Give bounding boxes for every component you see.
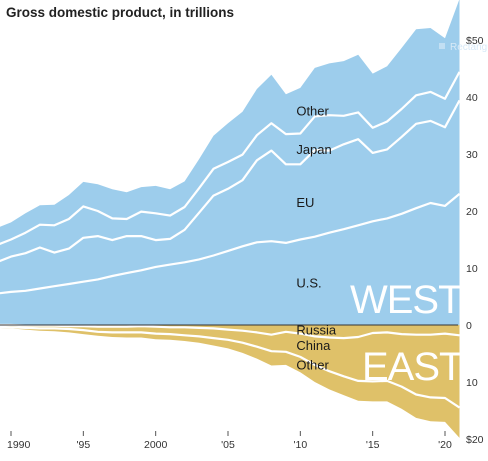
y-tick-label: 30 [466, 149, 478, 161]
x-tick-label: '20 [438, 439, 452, 451]
west-boundary-japan [0, 71, 461, 246]
y-tick-label: 10 [466, 377, 478, 389]
east-boundary-russia [0, 323, 460, 340]
west-boundary-eu [0, 99, 461, 263]
chart-title: Gross domestic product, in trillions [6, 5, 234, 20]
axes: 1990 '95 2000 '05 '10 '15 '20 $50 40 30 20 10 0 10 $20 [0, 35, 484, 451]
series-label: EU [296, 195, 314, 210]
series-label: Other [296, 358, 329, 373]
y-tick-label: $20 [466, 434, 484, 446]
y-tick-label: 20 [466, 206, 478, 218]
x-tick-label: '95 [76, 439, 90, 451]
y-tick-label: 40 [466, 92, 478, 104]
legend: Rectangu [439, 42, 488, 53]
east-boundary-china [0, 325, 461, 409]
y-tick-label: 0 [466, 320, 472, 332]
x-tick-label: '05 [221, 439, 235, 451]
series-label: Russia [296, 322, 337, 337]
east-area [0, 325, 460, 438]
series-label: U.S. [296, 275, 321, 290]
west-boundary-us [0, 193, 461, 295]
west-group-label: WEST [350, 278, 462, 322]
x-tick-label: '10 [293, 439, 307, 451]
y-tick-label: 10 [466, 263, 478, 275]
x-tick-label: 2000 [144, 439, 168, 451]
x-tick-label: 1990 [7, 439, 31, 451]
boundary-lines [0, 71, 461, 409]
west-area [0, 0, 460, 325]
legend-swatch [439, 43, 445, 49]
legend-text: Rectangu [450, 42, 488, 53]
y-tick-label: $50 [466, 35, 484, 47]
series-label: Other [296, 104, 329, 119]
east-group-label: EAST [362, 345, 463, 389]
series-label: Japan [296, 142, 331, 157]
series-label: China [296, 338, 331, 353]
area-layer [0, 0, 460, 438]
x-tick-label: '15 [366, 439, 380, 451]
